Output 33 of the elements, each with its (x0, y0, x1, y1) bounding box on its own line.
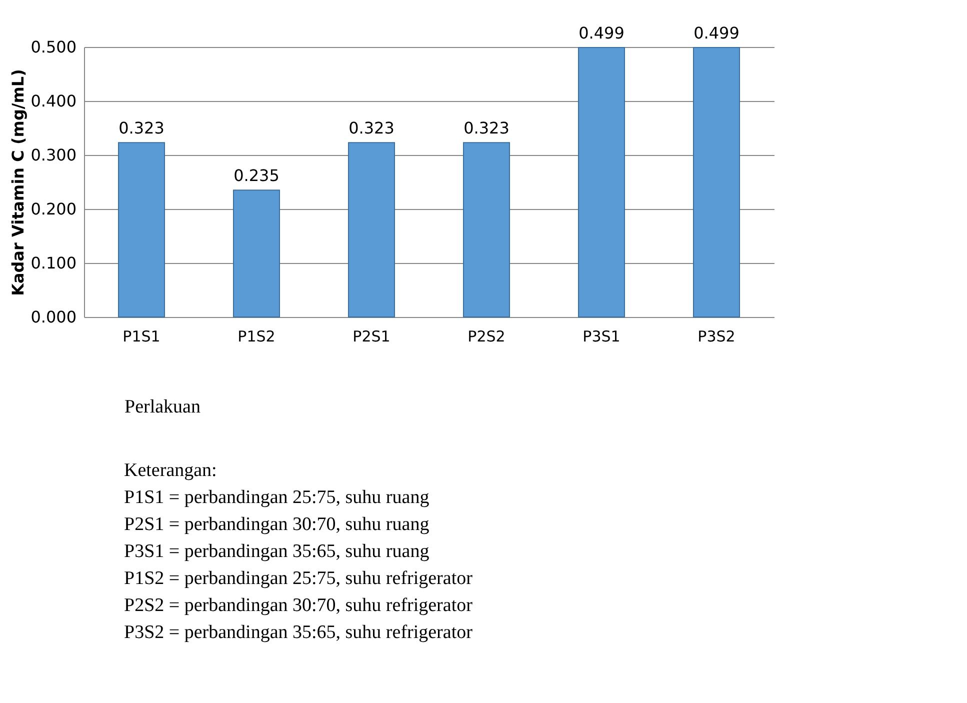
data-label: 0.323 (464, 118, 510, 138)
x-tick-label: P3S1 (582, 328, 620, 346)
bar (693, 47, 740, 318)
y-tick-label: 0.500 (30, 38, 76, 56)
x-tick-label: P2S2 (468, 328, 506, 346)
y-tick-label: 0.000 (30, 308, 76, 326)
y-tick-label: 0.200 (30, 200, 76, 218)
text: P2S1 = perbandingan 30:70, suhu ruang (124, 514, 430, 535)
data-label: 0.499 (578, 24, 624, 43)
x-tick-label: P2S1 (352, 328, 390, 346)
bar (463, 142, 510, 318)
x-tick-label: P3S2 (698, 328, 736, 346)
data-label: 0.499 (694, 24, 740, 43)
bar (348, 142, 395, 318)
x-axis-title: Perlakuan (124, 396, 201, 418)
y-tick-label: 0.300 (30, 146, 76, 164)
data-label: 0.323 (118, 118, 164, 138)
data-label: 0.323 (348, 118, 394, 138)
y-tick-label: 0.100 (30, 254, 76, 272)
bar (118, 142, 165, 318)
y-tick-label: 0.400 (30, 92, 76, 110)
text: P3S2 = perbandingan 35:65, suhu refrigerator (124, 622, 474, 643)
text: P1S2 = perbandingan 25:75, suhu refrigerator (124, 568, 474, 589)
x-tick-label: P1S1 (122, 328, 160, 346)
text: P2S2 = perbandingan 30:70, suhu refrigerator (124, 595, 474, 616)
text: P1S1 = perbandingan 25:75, suhu ruang (124, 487, 430, 508)
x-tick-label: P1S2 (238, 328, 276, 346)
text: Keterangan: (124, 460, 217, 481)
data-label: 0.235 (234, 166, 280, 186)
bar (233, 190, 280, 318)
y-axis-title: Kadar Vitamin C (mg/mL) (8, 69, 28, 296)
text: P3S1 = perbandingan 35:65, suhu ruang (124, 541, 430, 562)
bar (578, 47, 625, 318)
